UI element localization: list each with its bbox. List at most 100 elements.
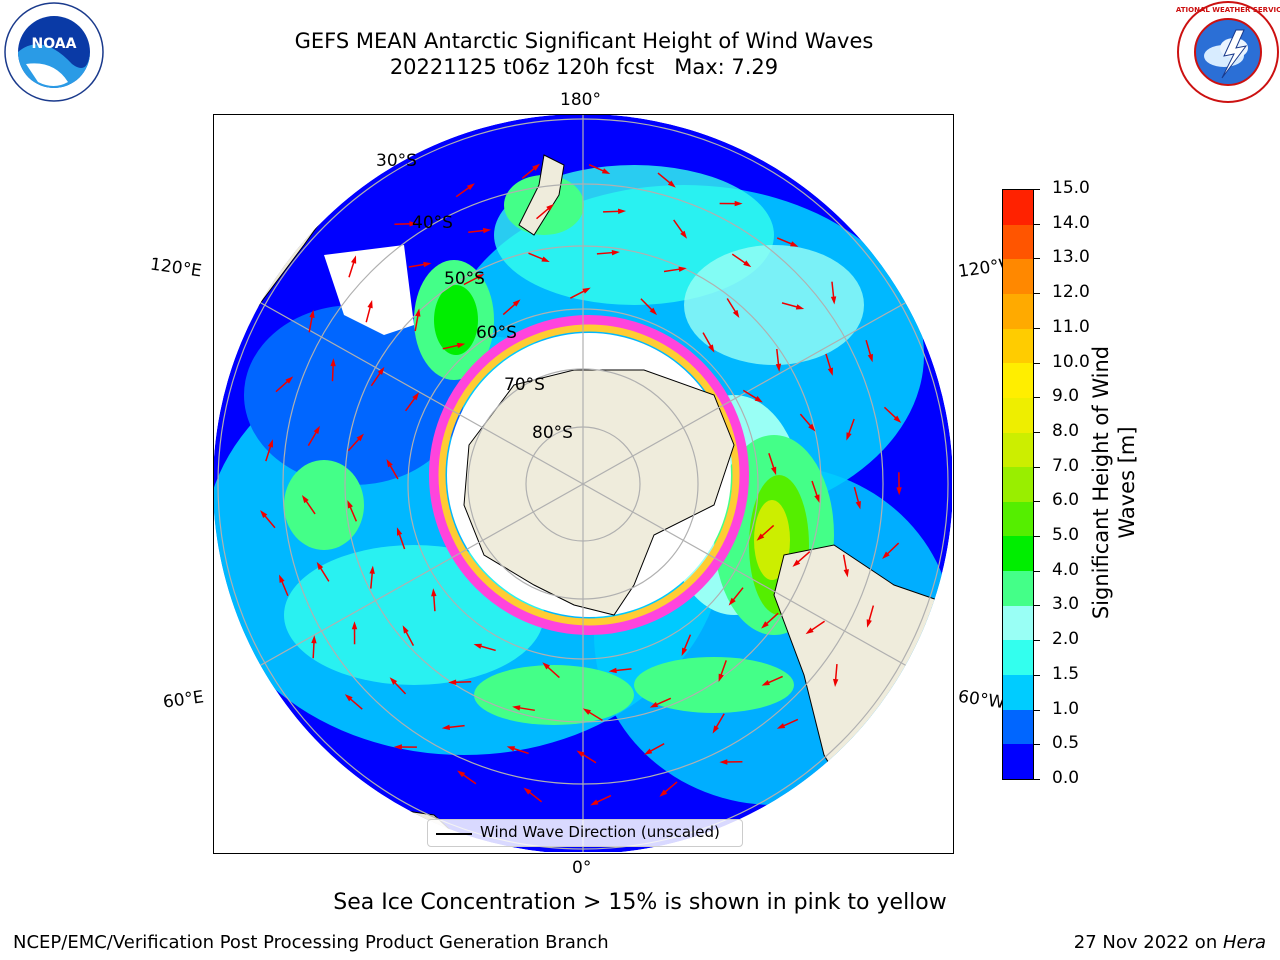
colorbar-tick: [1034, 293, 1040, 295]
colorbar-tick: [1034, 709, 1040, 711]
wave-direction-arrow: [663, 268, 682, 273]
wave-direction-arrow: [318, 565, 330, 582]
wave-direction-arrow: [348, 696, 363, 710]
colorbar-tick: [1034, 779, 1040, 780]
colorbar-tick: [1034, 397, 1040, 399]
map-legend: Wind Wave Direction (unscaled): [427, 819, 743, 847]
legend-line-sample: [436, 833, 472, 835]
wave-direction-arrow: [275, 379, 290, 393]
wave-direction-arrow: [640, 298, 655, 313]
wave-direction-arrowhead: [775, 363, 782, 372]
wave-direction-arrow: [682, 634, 692, 652]
wave-direction-arrowhead: [893, 415, 902, 423]
wave-direction-arrowhead: [680, 230, 688, 239]
wave-direction-arrow: [781, 302, 800, 309]
wave-direction-arrow: [825, 353, 832, 372]
nws-logo-text: NATIONAL WEATHER SERVICE: [1176, 6, 1280, 14]
wave-direction-arrowhead: [734, 200, 743, 207]
colorbar-title-line1: Significant Height of Wind: [1089, 345, 1113, 620]
colorbar-segment: [1003, 328, 1033, 364]
wave-direction-arrowhead: [473, 643, 482, 649]
colorbar-title: Significant Height of Wind Waves [m]: [1088, 330, 1188, 630]
wave-direction-arrow: [414, 313, 420, 332]
wave-direction-arrow: [781, 718, 799, 728]
footer-right: 27 Nov 2022 on Hera: [1074, 932, 1266, 953]
wave-direction-arrowhead: [827, 367, 833, 376]
wave-direction-arrowhead: [582, 287, 591, 294]
colorbar-tick-label: 6.0: [1052, 490, 1080, 511]
colorbar-segment: [1003, 709, 1033, 745]
wave-direction-arrowhead: [814, 494, 820, 503]
wave-direction-arrow: [455, 185, 472, 198]
wave-direction-arrow: [516, 706, 535, 712]
wave-direction-arrowhead: [423, 261, 432, 268]
colorbar-tick-label: 8.0: [1052, 420, 1080, 441]
wave-direction-arrowhead: [466, 183, 475, 191]
colorbar-tick-label: 0.0: [1052, 768, 1080, 788]
wave-direction-arrow: [765, 675, 783, 685]
wave-direction-arrowhead: [456, 342, 466, 349]
colorbar-segment: [1003, 640, 1033, 676]
colorbar-tick: [1034, 674, 1040, 676]
sea-ice-edge-pink: [429, 315, 749, 635]
wave-direction-arrowhead: [542, 662, 551, 670]
wave-direction-arrowhead: [719, 759, 728, 765]
lat-label-50s: 50°S: [444, 269, 485, 289]
wave-direction-arrowhead: [659, 789, 668, 797]
wave-direction-arrowhead: [832, 678, 839, 688]
wave-direction-arrow: [764, 612, 779, 626]
wave-direction-arrow: [776, 237, 795, 246]
wave-direction-arrowhead: [377, 366, 385, 375]
wave-direction-arrowhead: [301, 494, 309, 504]
wave-direction-arrowhead: [285, 376, 294, 384]
wave-direction-arrow: [586, 710, 603, 722]
lon-label-120e: 120°E: [148, 254, 203, 282]
wave-direction-arrow: [768, 453, 776, 471]
wave-direction-arrow: [478, 644, 496, 652]
wave-direction-arrowhead: [260, 510, 268, 518]
wave-direction-arrowhead: [608, 667, 617, 674]
wave-direction-arrowhead: [267, 439, 273, 448]
wave-direction-arrowhead: [396, 527, 403, 536]
wave-direction-arrowhead: [855, 501, 861, 510]
lat-label-80s: 80°S: [532, 423, 573, 443]
colorbar-tick-label: 12.0: [1052, 282, 1090, 303]
wave-direction-arrowhead: [344, 694, 353, 702]
wave-direction-arrow: [408, 263, 427, 268]
wave-direction-arrowhead: [649, 307, 658, 316]
wave-direction-arrowhead: [475, 273, 485, 280]
wave-direction-arrowhead: [761, 621, 769, 629]
no-data-area: [324, 245, 414, 335]
wave-direction-arrow: [731, 587, 744, 603]
wave-direction-arrow: [853, 487, 860, 505]
wave-direction-arrow: [867, 605, 875, 624]
wave-direction-arrow: [312, 640, 315, 659]
wave-direction-arrowhead: [776, 723, 786, 729]
colorbar-tick: [1034, 223, 1040, 225]
wave-direction-arrow: [648, 743, 665, 753]
footer-left: NCEP/EMC/Verification Post Processing Pr…: [13, 932, 609, 953]
wave-direction-arrowhead: [882, 551, 890, 559]
wave-direction-arrowhead: [576, 750, 585, 758]
wave-direction-arrow: [883, 406, 899, 421]
wave-direction-arrowhead: [808, 423, 816, 432]
wave-direction-arrow: [392, 680, 407, 695]
colorbar-tick-label: 7.0: [1052, 455, 1080, 476]
wave-direction-arrowhead: [867, 353, 873, 363]
lat-label-30s: 30°S: [376, 151, 417, 171]
wave-direction-arrow: [348, 504, 358, 522]
colorbar-tick: [1034, 640, 1040, 642]
wave-direction-arrow: [731, 253, 748, 265]
footer-date: 27 Nov 2022 on: [1073, 932, 1223, 953]
colorbar-tick: [1034, 189, 1040, 190]
colorbar-segment: [1003, 501, 1033, 537]
colorbar-tick-label: 15.0: [1052, 178, 1090, 198]
wave-direction-arrow: [511, 747, 529, 755]
colorbar-tick: [1034, 536, 1040, 538]
lon-label-60e: 60°E: [161, 687, 206, 713]
nws-logo: NATIONAL WEATHER SERVICE: [1176, 1, 1280, 103]
map-canvas: [214, 115, 952, 852]
wave-direction-arrow: [865, 340, 872, 358]
wave-direction-arrowhead: [512, 299, 521, 307]
wave-direction-arrowhead: [386, 459, 393, 468]
